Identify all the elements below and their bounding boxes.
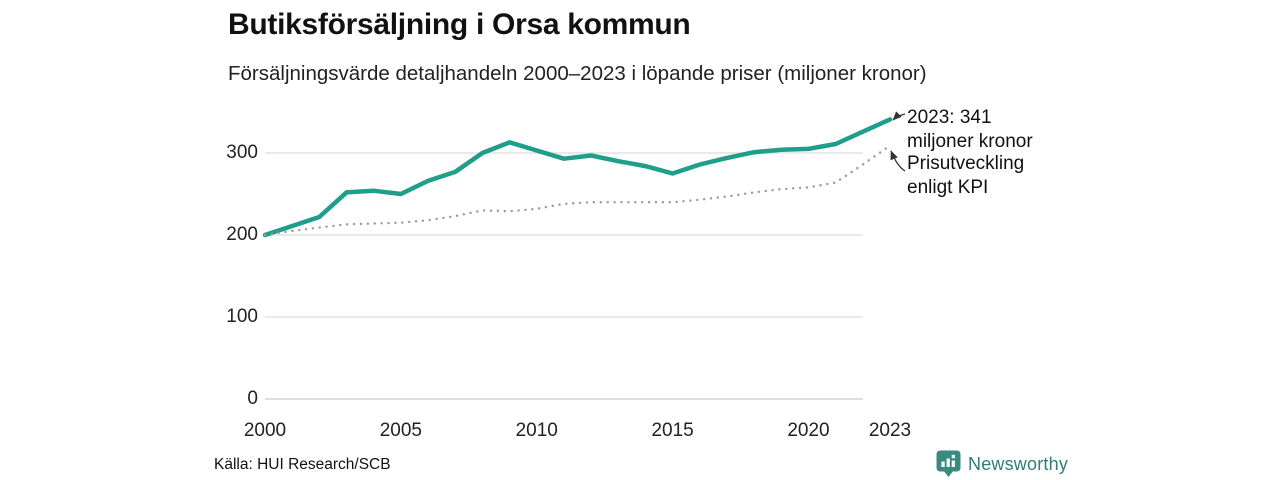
chart-subtitle: Försäljningsvärde detaljhandeln 2000–202… (228, 62, 927, 85)
x-tick-label: 2010 (515, 420, 558, 441)
x-tick-label: 2020 (787, 420, 830, 441)
newsworthy-logo-icon (936, 450, 961, 477)
x-tick-label: 2023 (868, 420, 912, 441)
source-note: Källa: HUI Research/SCB (214, 456, 391, 473)
x-tick-label: 2005 (379, 420, 422, 441)
annotation-arrow-kpi (890, 150, 906, 172)
y-tick-label: 100 (226, 306, 258, 327)
newsworthy-logo[interactable]: Newsworthy (936, 450, 1068, 478)
x-tick-label: 2015 (651, 420, 694, 441)
newsworthy-logo-text: Newsworthy (968, 453, 1069, 474)
sales-line (262, 117, 893, 238)
annotation-arrow-sales (892, 111, 906, 121)
x-tick-label: 2000 (243, 420, 287, 441)
chart-title: Butiksförsäljning i Orsa kommun (228, 8, 691, 41)
kpi-dotted-line (263, 144, 892, 237)
y-tick-label: 200 (226, 224, 258, 245)
y-tick-label: 0 (247, 388, 258, 409)
y-tick-label: 300 (226, 142, 258, 163)
annotation-kpi: Prisutveckling enligt KPI (907, 153, 1025, 198)
annotation-sales-value: 2023: 341 miljoner kronor (907, 107, 1033, 152)
data-series (262, 117, 893, 238)
